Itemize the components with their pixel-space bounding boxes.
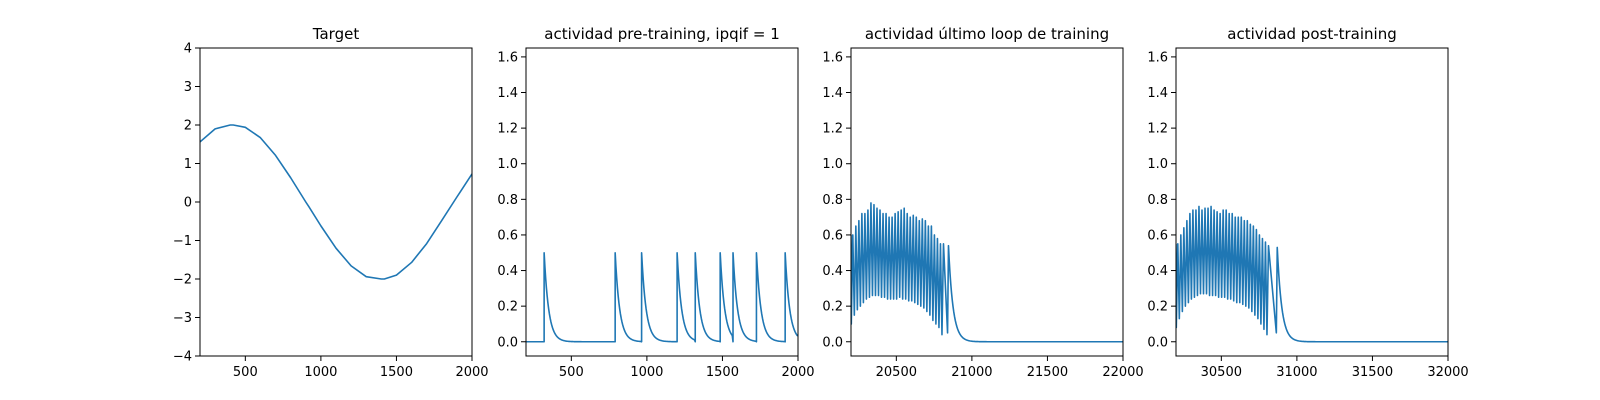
y-tick-label: 1.0 (497, 157, 518, 172)
y-tick-label: 1 (184, 157, 192, 172)
x-tick-label: 21500 (1027, 365, 1068, 380)
y-tick-label: 0.6 (822, 228, 843, 243)
y-tick-label: 1.6 (497, 50, 518, 65)
axes-frame (525, 47, 799, 357)
chart-panel-4: 30500 31000 31500 32000 0.0 0.2 0.4 0.6 0.8 1.0 1.… (1147, 25, 1468, 380)
y-tick-label: −3 (173, 311, 192, 326)
panel-title: Target (312, 25, 360, 43)
x-tick-label: 21000 (951, 365, 992, 380)
y-tick-label: 0.4 (1147, 264, 1168, 279)
y-tick-label: 1.2 (822, 122, 843, 137)
series-line (1176, 205, 1448, 343)
x-tick-label: 2000 (781, 365, 814, 380)
y-tick-label: 1.0 (1147, 157, 1168, 172)
panel-title: actividad pre-training, ipqif = 1 (544, 25, 780, 43)
x-tick-label: 31500 (1352, 365, 1393, 380)
y-tick-label: 0.8 (822, 193, 843, 208)
y-tick-label: 1.2 (1147, 122, 1168, 137)
axes-frame (850, 47, 1124, 357)
y-tick-label: −1 (173, 234, 192, 249)
x-tick-label: 1500 (706, 365, 739, 380)
x-tick-label: 30500 (1201, 365, 1242, 380)
y-tick-label: 0.0 (822, 335, 843, 350)
y-tick-label: 0.2 (822, 300, 843, 315)
series-line (526, 251, 798, 343)
chart-panel-1: 500 1000 1500 2000 −4 −3 −2 −1 0 1 2 3 4 Target (173, 25, 489, 380)
y-tick-label: 0.0 (497, 335, 518, 350)
chart-panel-2: 500 1000 1500 2000 0.0 0.2 0.4 0.6 0.8 1.0 1.2 1.4 1… (497, 25, 814, 380)
y-tick-label: 0.8 (1147, 193, 1168, 208)
y-tick-label: 1.6 (822, 50, 843, 65)
y-tick-label: 0.2 (1147, 300, 1168, 315)
x-tick-label: 500 (559, 365, 584, 380)
series-line (851, 202, 1123, 343)
y-tick-label: 0.6 (1147, 228, 1168, 243)
panel-title: actividad último loop de training (865, 25, 1109, 43)
y-tick-label: −2 (173, 273, 192, 288)
series-line (200, 124, 472, 280)
x-tick-label: 500 (233, 365, 258, 380)
y-tick-label: 0.0 (1147, 335, 1168, 350)
x-tick-label: 2000 (455, 365, 488, 380)
y-tick-label: 1.4 (1147, 86, 1168, 101)
y-tick-label: 1.4 (497, 86, 518, 101)
y-tick-label: 1.6 (1147, 50, 1168, 65)
y-tick-label: 0.4 (822, 264, 843, 279)
y-tick-label: 1.4 (822, 86, 843, 101)
x-tick-label: 1000 (630, 365, 663, 380)
y-tick-label: 4 (184, 42, 192, 57)
panel-title: actividad post-training (1227, 25, 1396, 43)
y-tick-label: 0.2 (497, 300, 518, 315)
y-tick-label: 1.2 (497, 122, 518, 137)
x-tick-label: 31000 (1276, 365, 1317, 380)
x-tick-label: 20500 (876, 365, 917, 380)
y-tick-label: 1.0 (822, 157, 843, 172)
x-tick-label: 22000 (1102, 365, 1143, 380)
y-tick-label: 0 (184, 196, 192, 211)
x-tick-label: 32000 (1427, 365, 1468, 380)
x-tick-label: 1500 (380, 365, 413, 380)
axes-frame (1175, 47, 1449, 357)
x-tick-label: 1000 (304, 365, 337, 380)
y-tick-label: 0.8 (497, 193, 518, 208)
y-tick-label: 0.6 (497, 228, 518, 243)
chart-panel-3: 20500 21000 21500 22000 0.0 0.2 0.4 0.6 0.8 1.0 1.… (822, 25, 1143, 380)
y-tick-label: 3 (184, 80, 192, 95)
y-tick-label: 2 (184, 119, 192, 134)
y-tick-label: −4 (173, 350, 192, 365)
y-tick-label: 0.4 (497, 264, 518, 279)
